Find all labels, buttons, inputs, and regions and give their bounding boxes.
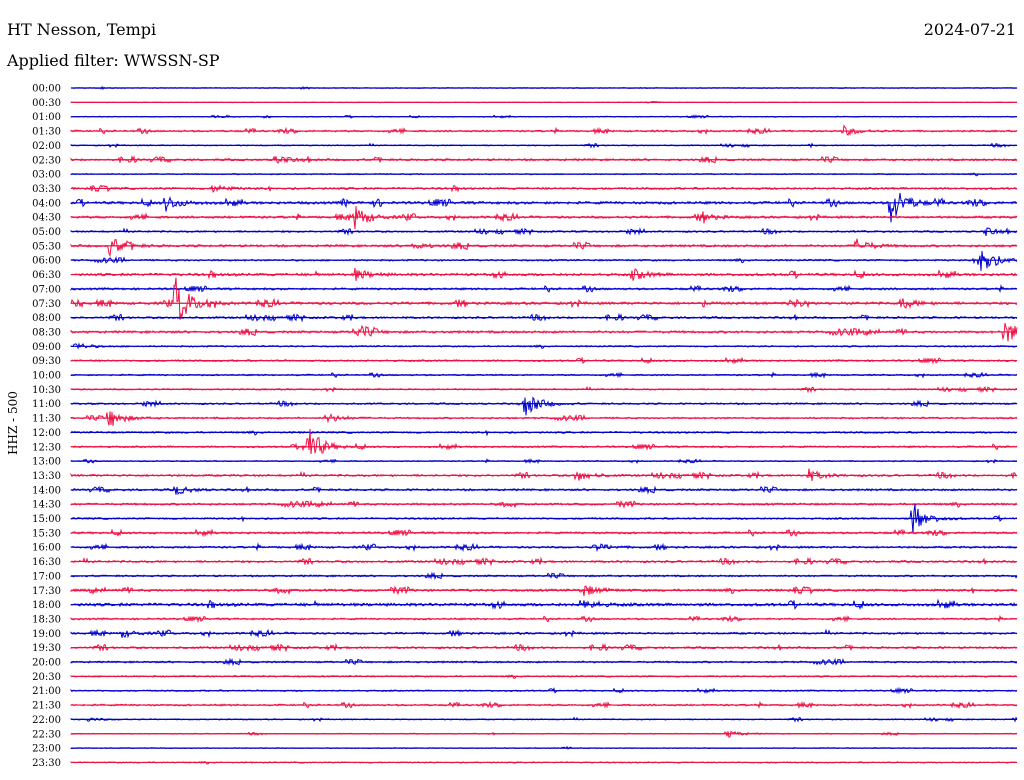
row-time-label: 21:30 (32, 701, 61, 712)
row-time-label: 13:00 (32, 457, 61, 468)
row-time-label: 07:30 (32, 299, 61, 310)
row-time-label: 02:30 (32, 155, 61, 166)
row-time-label: 05:30 (32, 241, 61, 252)
row-time-label: 14:30 (32, 500, 61, 511)
row-time-label: 01:30 (32, 127, 61, 138)
row-time-label: 17:30 (32, 586, 61, 597)
row-time-label: 13:30 (32, 471, 61, 482)
trace-row (70, 628, 1018, 639)
row-time-label: 07:00 (32, 284, 61, 295)
row-time-label: 10:00 (32, 371, 61, 382)
row-time-label: 08:30 (32, 327, 61, 338)
trace-row (70, 411, 1018, 427)
row-time-label: 02:00 (32, 141, 61, 152)
row-time-label: 00:30 (32, 98, 61, 109)
row-time-label: 23:30 (32, 758, 61, 769)
row-time-label: 06:00 (32, 256, 61, 267)
row-time-label: 19:30 (32, 643, 61, 654)
row-time-label: 18:00 (32, 600, 61, 611)
row-time-label: 16:30 (32, 557, 61, 568)
trace-row (70, 396, 1018, 416)
row-time-label: 11:00 (32, 399, 61, 410)
row-time-label: 16:00 (32, 543, 61, 554)
date-label: 2024-07-21 (923, 20, 1016, 39)
row-time-label: 09:00 (32, 342, 61, 353)
trace-row (70, 468, 1018, 481)
row-time-label: 22:30 (32, 729, 61, 740)
row-time-label: 08:00 (32, 313, 61, 324)
row-time-label: 20:00 (32, 658, 61, 669)
row-time-label: 17:00 (32, 571, 61, 582)
row-time-label: 20:30 (32, 672, 61, 683)
row-time-label: 03:00 (32, 170, 61, 181)
row-time-label: 03:30 (32, 184, 61, 195)
row-time-label: 11:30 (32, 414, 61, 425)
trace-row (70, 250, 1018, 271)
row-time-label: 15:00 (32, 514, 61, 525)
station-title: HT Nesson, Tempi (7, 20, 157, 39)
trace-row (70, 268, 1018, 281)
row-time-label: 00:00 (32, 84, 61, 95)
row-time-label: 04:00 (32, 198, 61, 209)
row-time-label: 19:00 (32, 629, 61, 640)
row-time-label: 15:30 (32, 528, 61, 539)
row-time-label: 05:00 (32, 227, 61, 238)
trace-row (70, 485, 1018, 496)
row-time-label: 21:00 (32, 686, 61, 697)
row-time-label: 12:00 (32, 428, 61, 439)
row-time-label: 01:00 (32, 112, 61, 123)
trace-row (70, 238, 1018, 258)
row-time-label: 10:30 (32, 385, 61, 396)
row-time-label: 22:00 (32, 715, 61, 726)
row-time-label: 14:00 (32, 485, 61, 496)
row-time-label: 06:30 (32, 270, 61, 281)
trace-row (70, 277, 1018, 320)
row-time-label: 04:30 (32, 213, 61, 224)
filter-label: Applied filter: WWSSN-SP (7, 51, 220, 70)
row-time-label: 18:30 (32, 614, 61, 625)
row-time-label: 23:00 (32, 744, 61, 755)
row-time-label: 09:30 (32, 356, 61, 367)
row-time-label: 12:30 (32, 442, 61, 453)
trace-row (70, 585, 1018, 597)
